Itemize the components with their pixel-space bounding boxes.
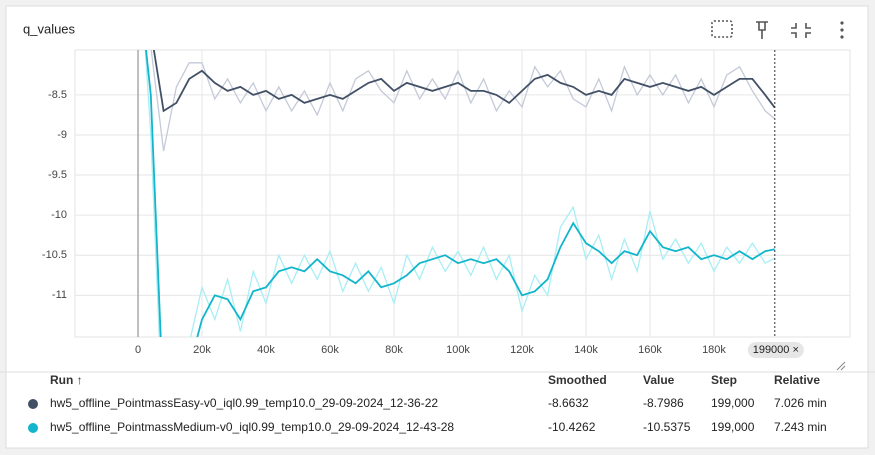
raw-line [150, 50, 776, 152]
fit-icon[interactable] [711, 20, 733, 38]
x-tick-label: 80k [385, 344, 403, 356]
run-swatch [28, 399, 38, 409]
run-swatch [28, 423, 38, 433]
y-tick-label: -9.5 [48, 169, 67, 181]
smoothed-line [145, 50, 775, 337]
table-header: Smoothed [548, 373, 607, 387]
x-tick-label: 0 [135, 344, 141, 356]
y-tick-label: -8.5 [48, 89, 67, 101]
table-header: Relative [774, 373, 820, 387]
card-bg [5, 5, 869, 449]
menu-icon[interactable] [840, 21, 844, 25]
table-cell: -8.6632 [548, 396, 589, 410]
menu-icon[interactable] [840, 28, 844, 32]
table-cell: -10.4262 [548, 420, 596, 434]
table-cell: -8.7986 [643, 396, 684, 410]
table-cell: hw5_offline_PointmassEasy-v0_iql0.99_tem… [50, 396, 438, 410]
plot-lines [144, 50, 776, 337]
collapse-icon[interactable] [791, 23, 811, 38]
x-tick-label: 20k [193, 344, 211, 356]
table-cell: 199,000 [711, 420, 755, 434]
x-tick-label: 40k [257, 344, 275, 356]
plot-frame [74, 49, 851, 338]
x-tick-label: 120k [510, 344, 534, 356]
table-header: Run ↑ [50, 373, 83, 387]
smoothed-line [152, 50, 776, 113]
y-tick-label: -10.5 [42, 249, 67, 261]
chart-title: q_values [23, 21, 76, 36]
x-tick-label: 160k [638, 344, 662, 356]
hover-chip [747, 342, 804, 358]
y-tick-label: -9 [57, 129, 67, 141]
menu-icon[interactable] [840, 35, 844, 39]
table-header: Value [643, 373, 675, 387]
x-tick-label: 140k [574, 344, 598, 356]
x-tick-label: 180k [702, 344, 726, 356]
toolbar[interactable] [711, 20, 844, 39]
resize-handle [836, 361, 846, 371]
table-cell: -10.5375 [643, 420, 691, 434]
table-cell: 7.243 min [774, 420, 827, 434]
table-cell: hw5_offline_PointmassMedium-v0_iql0.99_t… [50, 420, 454, 434]
hover-label: 199000 × [753, 344, 799, 356]
y-tick-label: -10 [51, 209, 67, 221]
table-cell: 199,000 [711, 396, 755, 410]
table-cell: 7.026 min [774, 396, 827, 410]
x-tick-label: 60k [321, 344, 339, 356]
x-tick-label: 100k [446, 344, 470, 356]
pin-icon[interactable] [756, 21, 768, 39]
y-tick-label: -11 [52, 289, 67, 301]
table-header: Step [711, 373, 737, 387]
